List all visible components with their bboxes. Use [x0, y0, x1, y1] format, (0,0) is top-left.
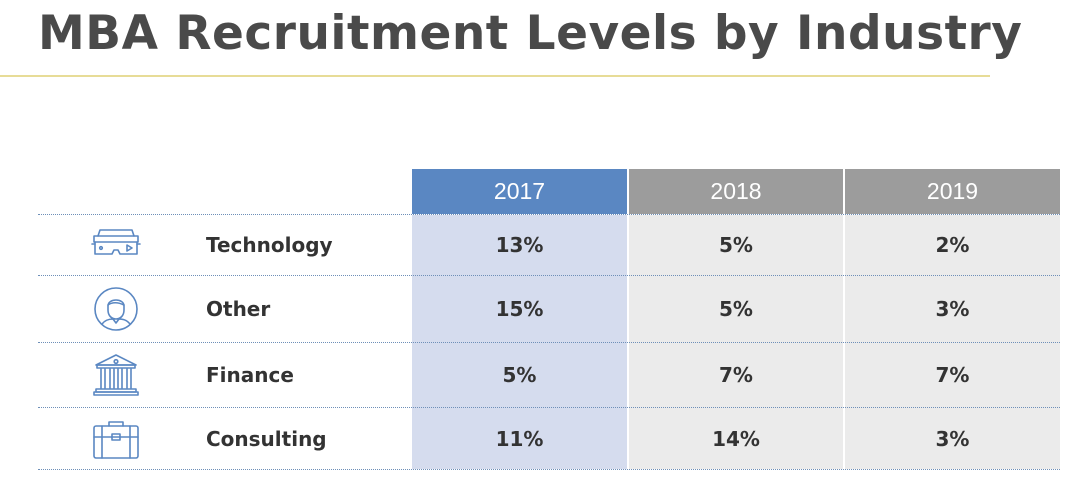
row-separator	[38, 407, 1060, 408]
table-row-consulting: Consulting 11% 14% 3%	[38, 407, 1060, 471]
table-row-other: Other 15% 5% 3%	[38, 277, 1060, 341]
table-cell: 5%	[719, 233, 753, 257]
table-cell: 14%	[712, 427, 760, 451]
table-cell: 11%	[495, 427, 544, 451]
column-header-2017: 2017	[412, 169, 627, 214]
title-underline	[0, 75, 990, 77]
page-title: MBA Recruitment Levels by Industry	[38, 6, 1023, 61]
table-cell: 7%	[719, 363, 753, 387]
table-cell: 5%	[719, 297, 753, 321]
table-cell: 13%	[495, 233, 544, 257]
row-label: Finance	[206, 363, 294, 387]
table-cell: 2%	[935, 233, 970, 257]
person-icon	[90, 286, 142, 332]
table-cell: 5%	[502, 363, 537, 387]
row-label: Technology	[206, 233, 333, 257]
vr-headset-icon	[90, 222, 142, 268]
bank-icon	[90, 352, 142, 398]
row-separator	[38, 469, 1060, 470]
row-separator	[38, 214, 1060, 215]
column-header-2018: 2018	[629, 169, 843, 214]
table-cell: 3%	[935, 297, 970, 321]
table-cell: 7%	[935, 363, 970, 387]
table-row-finance: Finance 5% 7% 7%	[38, 343, 1060, 407]
row-separator	[38, 275, 1060, 276]
table-cell: 3%	[935, 427, 970, 451]
row-label: Other	[206, 297, 271, 321]
row-separator	[38, 342, 1060, 343]
table-row-technology: Technology 13% 5% 2%	[38, 213, 1060, 277]
briefcase-icon	[90, 416, 142, 462]
column-header-2019: 2019	[845, 169, 1060, 214]
table-cell: 15%	[495, 297, 544, 321]
row-label: Consulting	[206, 427, 327, 451]
